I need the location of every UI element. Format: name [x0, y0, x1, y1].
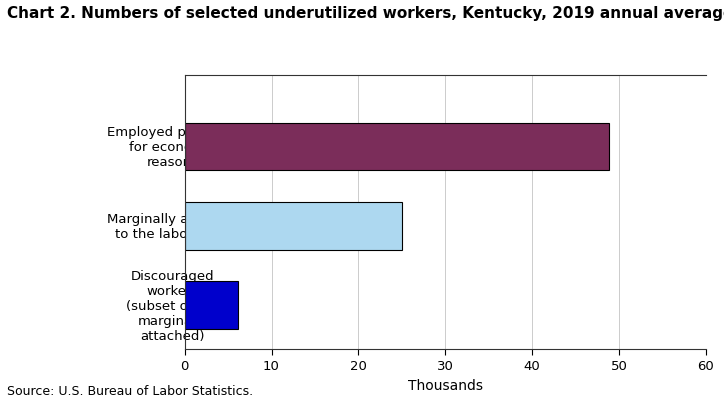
- Bar: [185, 282, 238, 329]
- Bar: [185, 124, 609, 171]
- Text: Chart 2. Numbers of selected underutilized workers, Kentucky, 2019 annual averag: Chart 2. Numbers of selected underutiliz…: [7, 6, 724, 21]
- X-axis label: Thousands: Thousands: [408, 378, 483, 392]
- Bar: [185, 203, 402, 250]
- Text: Source: U.S. Bureau of Labor Statistics.: Source: U.S. Bureau of Labor Statistics.: [7, 384, 253, 397]
